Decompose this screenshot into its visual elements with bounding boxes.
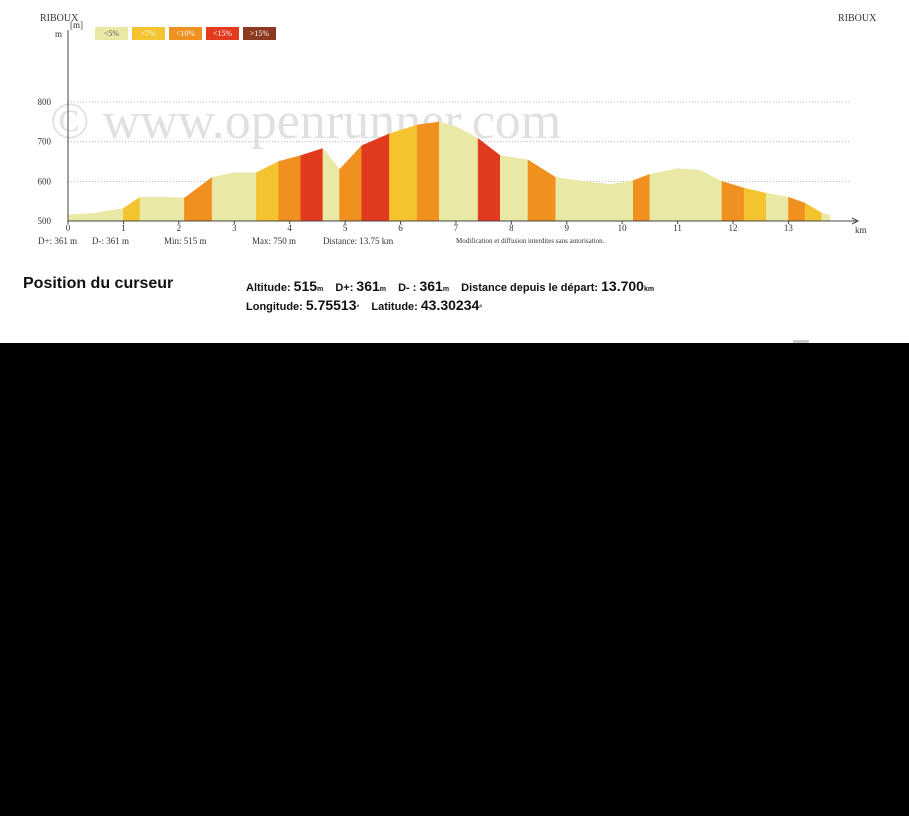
x-tick-label: 2	[177, 223, 182, 233]
dplus-unit: m	[379, 286, 387, 293]
stat-distance: Distance: 13.75 km	[323, 236, 394, 246]
profile-segment	[361, 133, 390, 222]
distance-unit: km	[643, 286, 655, 293]
x-tick-label: 13	[784, 223, 794, 233]
y-tick-label: 700	[38, 137, 52, 147]
profile-segment	[821, 212, 831, 222]
profile-segment	[610, 180, 634, 222]
cursor-row-1: Altitude: 515m D+: 361m D- : 361m Distan…	[246, 278, 663, 294]
profile-segment	[439, 121, 457, 222]
dplus-value: 361	[356, 278, 380, 294]
profile-segment	[167, 196, 185, 222]
longitude-value: 5.75513	[305, 297, 357, 313]
x-tick-label: 3	[232, 223, 237, 233]
x-tick-label: 6	[398, 223, 403, 233]
x-tick-label: 1	[121, 223, 126, 233]
x-tick-label: 10	[618, 223, 628, 233]
latitude-label: Latitude:	[371, 301, 418, 313]
x-tick-label: 11	[673, 223, 682, 233]
profile-segment	[278, 155, 302, 222]
profile-segment	[184, 176, 213, 222]
profile-segment	[322, 147, 340, 222]
altitude-label: Altitude:	[246, 282, 291, 294]
distance-label: Distance depuis le départ:	[461, 282, 599, 294]
y-tick-label: 500	[38, 216, 52, 226]
dminus-value: 361	[419, 278, 443, 294]
profile-segment	[139, 196, 169, 222]
profile-segment	[234, 172, 257, 222]
distance-value: 13.700	[601, 278, 644, 294]
profile-segment	[527, 159, 556, 222]
legend-item-lt15: <15%	[206, 27, 239, 40]
profile-segment	[721, 180, 745, 222]
slope-legend: m [m] <5% <7% <10% <15% >15%	[40, 20, 276, 40]
profile-segment	[416, 121, 440, 222]
legend-item-lt7: <7%	[132, 27, 165, 40]
x-axis-label: km	[855, 225, 867, 235]
profile-segment	[256, 161, 279, 222]
profile-segment	[649, 168, 678, 222]
dminus-label: D- :	[398, 282, 417, 294]
y-tick-label: 800	[38, 97, 52, 107]
longitude-unit: °	[356, 305, 360, 312]
profile-segment	[555, 177, 584, 222]
latitude-unit: °	[479, 305, 483, 312]
x-tick-label: 7	[454, 223, 459, 233]
x-tick-label: 12	[729, 223, 738, 233]
x-tick-label: 5	[343, 223, 348, 233]
cursor-row-2: Longitude: 5.75513° Latitude: 43.30234°	[246, 297, 491, 313]
elevation-profile-panel: © www.openrunner.com RIBOUX RIBOUX m [m]…	[0, 0, 909, 343]
start-place-label: RIBOUX	[40, 13, 79, 24]
stat-max: Max: 750 m	[252, 236, 296, 246]
end-place-label: RIBOUX	[838, 13, 877, 24]
profile-segment	[677, 168, 701, 222]
stat-d-minus: D-: 361 m	[92, 236, 129, 246]
profile-segment	[211, 172, 235, 222]
legend-item-lt5: <5%	[95, 27, 128, 40]
dminus-unit: m	[442, 286, 450, 293]
profile-segment	[500, 155, 529, 222]
stat-notice: Modification et diffusion interdites san…	[456, 237, 605, 245]
legend-item-gt15: >15%	[243, 27, 276, 40]
altitude-unit: m	[317, 286, 324, 293]
profile-segment	[339, 144, 362, 222]
profile-segment	[633, 173, 651, 222]
stat-min: Min: 515 m	[164, 236, 207, 246]
altitude-value: 515	[293, 278, 318, 294]
profile-segment	[455, 126, 479, 222]
legend-unit-label: [m]	[70, 19, 83, 30]
profile-segment	[300, 148, 324, 222]
profile-segment	[743, 187, 767, 222]
legend-item-lt10: <10%	[169, 27, 202, 40]
profile-segment	[95, 208, 124, 222]
x-tick-label: 9	[565, 223, 570, 233]
profile-segment	[804, 202, 822, 222]
profile-segment	[583, 181, 612, 222]
x-axis-arrow	[851, 217, 860, 225]
dplus-label: D+:	[335, 282, 354, 294]
profile-segment	[477, 137, 501, 222]
x-tick-label: 8	[509, 223, 514, 233]
x-tick-label: 4	[287, 223, 292, 233]
profile-segment	[788, 196, 806, 222]
y-unit-label: m	[54, 28, 62, 39]
x-tick-label: 0	[66, 223, 71, 233]
profile-segment	[699, 169, 723, 222]
stat-d-plus: D+: 361 m	[38, 236, 78, 246]
profile-segment	[123, 196, 141, 222]
y-tick-label: 600	[38, 176, 52, 186]
latitude-value: 43.30234	[420, 297, 480, 313]
scrollbar-thumb[interactable]	[793, 340, 809, 343]
profile-segment	[766, 192, 789, 222]
longitude-label: Longitude:	[246, 301, 303, 313]
profile-segment	[67, 212, 96, 222]
cursor-position-title: Position du curseur	[23, 275, 174, 292]
profile-segment	[389, 124, 418, 222]
